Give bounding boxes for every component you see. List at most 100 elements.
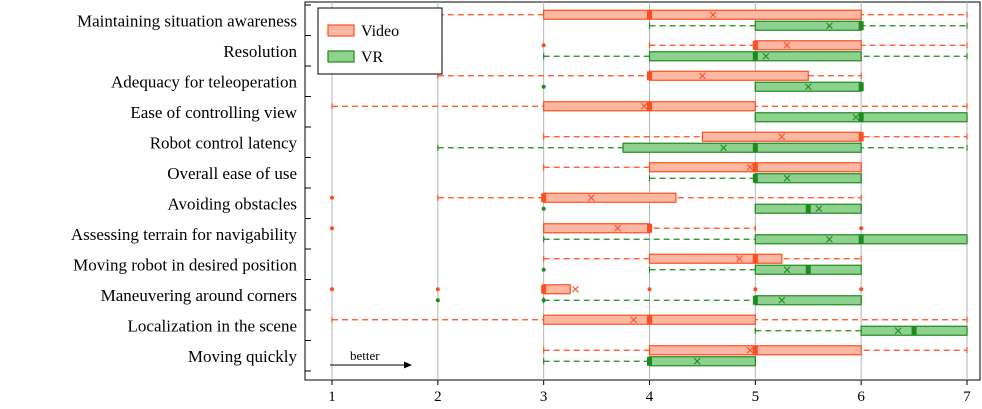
legend-label: Video bbox=[361, 23, 399, 40]
mean-marker bbox=[894, 327, 902, 335]
box-video bbox=[543, 345, 968, 356]
iqr-box bbox=[543, 192, 677, 203]
box-vr bbox=[543, 51, 968, 62]
chart-legend: Video VR bbox=[317, 7, 443, 75]
median-mark bbox=[805, 204, 811, 214]
median-mark bbox=[752, 51, 758, 61]
mean-marker bbox=[783, 174, 791, 182]
category-label: Overall ease of use bbox=[167, 164, 297, 183]
iqr-box bbox=[648, 253, 783, 264]
median-mark bbox=[752, 254, 758, 264]
median-mark bbox=[858, 234, 864, 244]
iqr-box bbox=[543, 284, 571, 295]
median-mark bbox=[858, 112, 864, 122]
category-label: Maintaining situation awareness bbox=[77, 11, 297, 30]
median-mark bbox=[858, 21, 864, 31]
box-video bbox=[330, 223, 864, 234]
legend-swatch bbox=[327, 50, 355, 63]
x-tick-label: 3 bbox=[540, 389, 548, 405]
outlier-point bbox=[859, 226, 864, 231]
x-tick-label: 6 bbox=[857, 389, 865, 405]
mean-marker bbox=[826, 22, 833, 30]
box-vr bbox=[648, 20, 968, 31]
mean-marker bbox=[778, 296, 786, 304]
median-mark bbox=[647, 71, 652, 81]
iqr-box bbox=[754, 173, 862, 184]
box-video bbox=[543, 162, 862, 173]
category-label: Ease of controlling view bbox=[130, 103, 297, 122]
legend-box bbox=[317, 7, 443, 75]
box-video bbox=[330, 192, 862, 203]
mean-marker bbox=[587, 194, 595, 202]
plot-frame bbox=[304, 1, 981, 381]
category-label: Moving robot in desired position bbox=[73, 255, 297, 274]
box-vr bbox=[754, 325, 968, 336]
median-mark bbox=[752, 173, 758, 183]
outlier-point bbox=[435, 287, 440, 292]
mean-marker bbox=[815, 205, 823, 213]
x-tick-label: 4 bbox=[646, 389, 654, 405]
mean-marker bbox=[804, 83, 812, 91]
x-tick-label: 7 bbox=[963, 389, 971, 405]
mean-marker bbox=[720, 144, 727, 152]
median-mark bbox=[541, 193, 547, 203]
outlier-point bbox=[541, 267, 546, 272]
median-mark bbox=[752, 40, 758, 50]
median-mark bbox=[647, 315, 652, 325]
box-vr bbox=[541, 264, 862, 275]
outlier-point bbox=[435, 298, 440, 303]
box-video bbox=[543, 253, 862, 264]
iqr-box bbox=[754, 40, 862, 51]
median-mark bbox=[647, 10, 652, 20]
box-vr bbox=[543, 356, 756, 367]
box-video bbox=[330, 284, 864, 295]
iqr-box bbox=[543, 223, 651, 234]
outlier-point bbox=[541, 43, 546, 48]
legend-label: VR bbox=[361, 49, 384, 66]
legend-swatch bbox=[327, 24, 355, 37]
outlier-point bbox=[330, 226, 334, 231]
median-mark bbox=[752, 162, 758, 172]
mean-marker bbox=[783, 41, 791, 49]
category-label: Avoiding obstacles bbox=[167, 194, 297, 213]
median-mark bbox=[647, 101, 652, 111]
mean-marker bbox=[699, 72, 706, 80]
box-vr bbox=[754, 112, 968, 123]
annotation-text: better bbox=[350, 348, 380, 363]
box-video bbox=[437, 70, 862, 81]
iqr-box bbox=[754, 295, 862, 306]
median-mark bbox=[647, 356, 652, 366]
median-mark bbox=[647, 223, 652, 233]
box-video bbox=[437, 9, 968, 20]
box-vr bbox=[648, 173, 862, 184]
median-mark bbox=[805, 265, 811, 275]
outlier-point bbox=[753, 287, 758, 292]
median-mark bbox=[752, 345, 758, 355]
median-mark bbox=[858, 82, 864, 92]
box-vr bbox=[543, 234, 968, 245]
iqr-box bbox=[648, 356, 756, 367]
x-tick-label: 2 bbox=[434, 389, 442, 405]
mean-marker bbox=[630, 316, 638, 324]
mean-marker bbox=[778, 133, 786, 141]
box-video bbox=[331, 101, 968, 112]
median-mark bbox=[752, 295, 758, 305]
mean-marker bbox=[852, 113, 860, 121]
median-mark bbox=[541, 284, 547, 294]
outlier-point bbox=[541, 298, 546, 303]
mean-marker bbox=[826, 235, 833, 243]
median-mark bbox=[911, 326, 917, 336]
iqr-box bbox=[622, 142, 862, 153]
box-vr bbox=[437, 142, 968, 153]
outlier-point bbox=[330, 287, 334, 292]
mean-marker bbox=[783, 266, 791, 274]
mean-marker bbox=[614, 224, 622, 232]
mean-marker bbox=[572, 285, 579, 293]
box-vr bbox=[541, 203, 862, 214]
mean-marker bbox=[693, 357, 701, 365]
outlier-point bbox=[541, 206, 546, 211]
annotation-arrow-head bbox=[404, 361, 412, 369]
mean-marker bbox=[746, 346, 754, 354]
category-label: Adequacy for teleoperation bbox=[111, 72, 297, 91]
